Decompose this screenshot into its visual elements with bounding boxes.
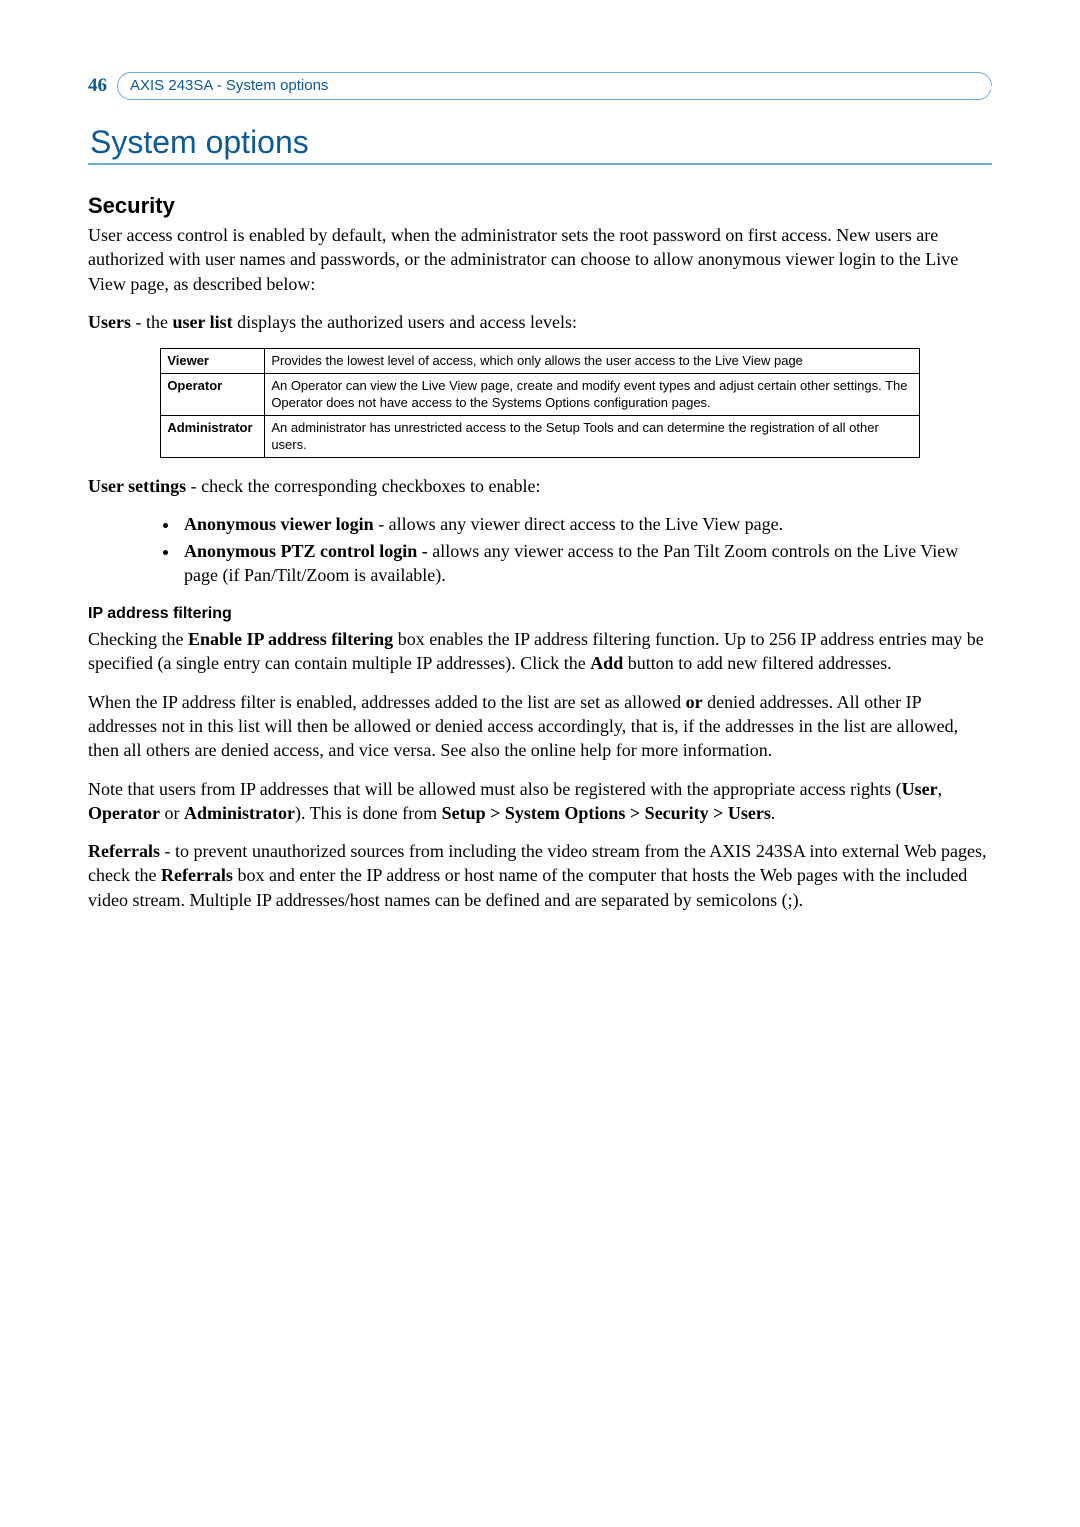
setup-path-label: Setup > System Options > Security > User… <box>442 803 771 823</box>
desc-cell: An Operator can view the Live View page,… <box>265 373 919 415</box>
users-label: Users <box>88 312 131 332</box>
users-mid: - the <box>131 312 172 332</box>
page-title: System options <box>90 124 992 161</box>
desc-cell: Provides the lowest level of access, whi… <box>265 349 919 374</box>
breadcrumb-pill: AXIS 243SA - System options <box>117 72 992 100</box>
user-list-label: user list <box>172 312 232 332</box>
enable-ip-label: Enable IP address filtering <box>188 629 393 649</box>
t: ). This is done from <box>295 803 442 823</box>
user-role-label: User <box>902 779 938 799</box>
or-label: or <box>686 692 703 712</box>
security-heading: Security <box>88 193 992 219</box>
referrals-paragraph: Referrals - to prevent unauthorized sour… <box>88 839 992 912</box>
t: Checking the <box>88 629 188 649</box>
list-item: Anonymous viewer login - allows any view… <box>180 512 992 536</box>
security-intro: User access control is enabled by defaul… <box>88 223 992 296</box>
table-row: Operator An Operator can view the Live V… <box>161 373 919 415</box>
ip-paragraph-2: When the IP address filter is enabled, a… <box>88 690 992 763</box>
table-row: Viewer Provides the lowest level of acce… <box>161 349 919 374</box>
page-header: 46 AXIS 243SA - System options <box>88 72 992 100</box>
t: , <box>938 779 943 799</box>
bullet-bold: Anonymous viewer login <box>184 514 374 534</box>
breadcrumb-text: AXIS 243SA - System options <box>130 77 328 94</box>
settings-bullet-list: Anonymous viewer login - allows any view… <box>180 512 992 587</box>
user-settings-line: User settings - check the corresponding … <box>88 474 992 498</box>
ip-filtering-heading: IP address filtering <box>88 605 992 623</box>
table-row: Administrator An administrator has unres… <box>161 415 919 457</box>
t: or <box>160 803 184 823</box>
referrals-label: Referrals <box>88 841 160 861</box>
user-settings-label: User settings <box>88 476 186 496</box>
role-cell: Operator <box>161 373 265 415</box>
title-underline <box>88 163 992 165</box>
ip-paragraph-1: Checking the Enable IP address filtering… <box>88 627 992 676</box>
bullet-rest: - allows any viewer direct access to the… <box>374 514 783 534</box>
desc-cell: An administrator has unrestricted access… <box>265 415 919 457</box>
role-cell: Viewer <box>161 349 265 374</box>
t: When the IP address filter is enabled, a… <box>88 692 686 712</box>
access-levels-table: Viewer Provides the lowest level of acce… <box>160 348 919 458</box>
referrals-box-label: Referrals <box>161 865 233 885</box>
bullet-bold: Anonymous PTZ control login - <box>184 541 428 561</box>
t: button to add new filtered addresses. <box>623 653 891 673</box>
t: Note that users from IP addresses that w… <box>88 779 902 799</box>
operator-role-label: Operator <box>88 803 160 823</box>
list-item: Anonymous PTZ control login - allows any… <box>180 539 992 588</box>
users-rest: displays the authorized users and access… <box>233 312 577 332</box>
t: . <box>771 803 776 823</box>
administrator-role-label: Administrator <box>184 803 295 823</box>
user-settings-rest: - check the corresponding checkboxes to … <box>186 476 540 496</box>
role-cell: Administrator <box>161 415 265 457</box>
add-label: Add <box>590 653 623 673</box>
ip-paragraph-3: Note that users from IP addresses that w… <box>88 777 992 826</box>
users-line: Users - the user list displays the autho… <box>88 310 992 334</box>
page-number: 46 <box>88 75 107 97</box>
